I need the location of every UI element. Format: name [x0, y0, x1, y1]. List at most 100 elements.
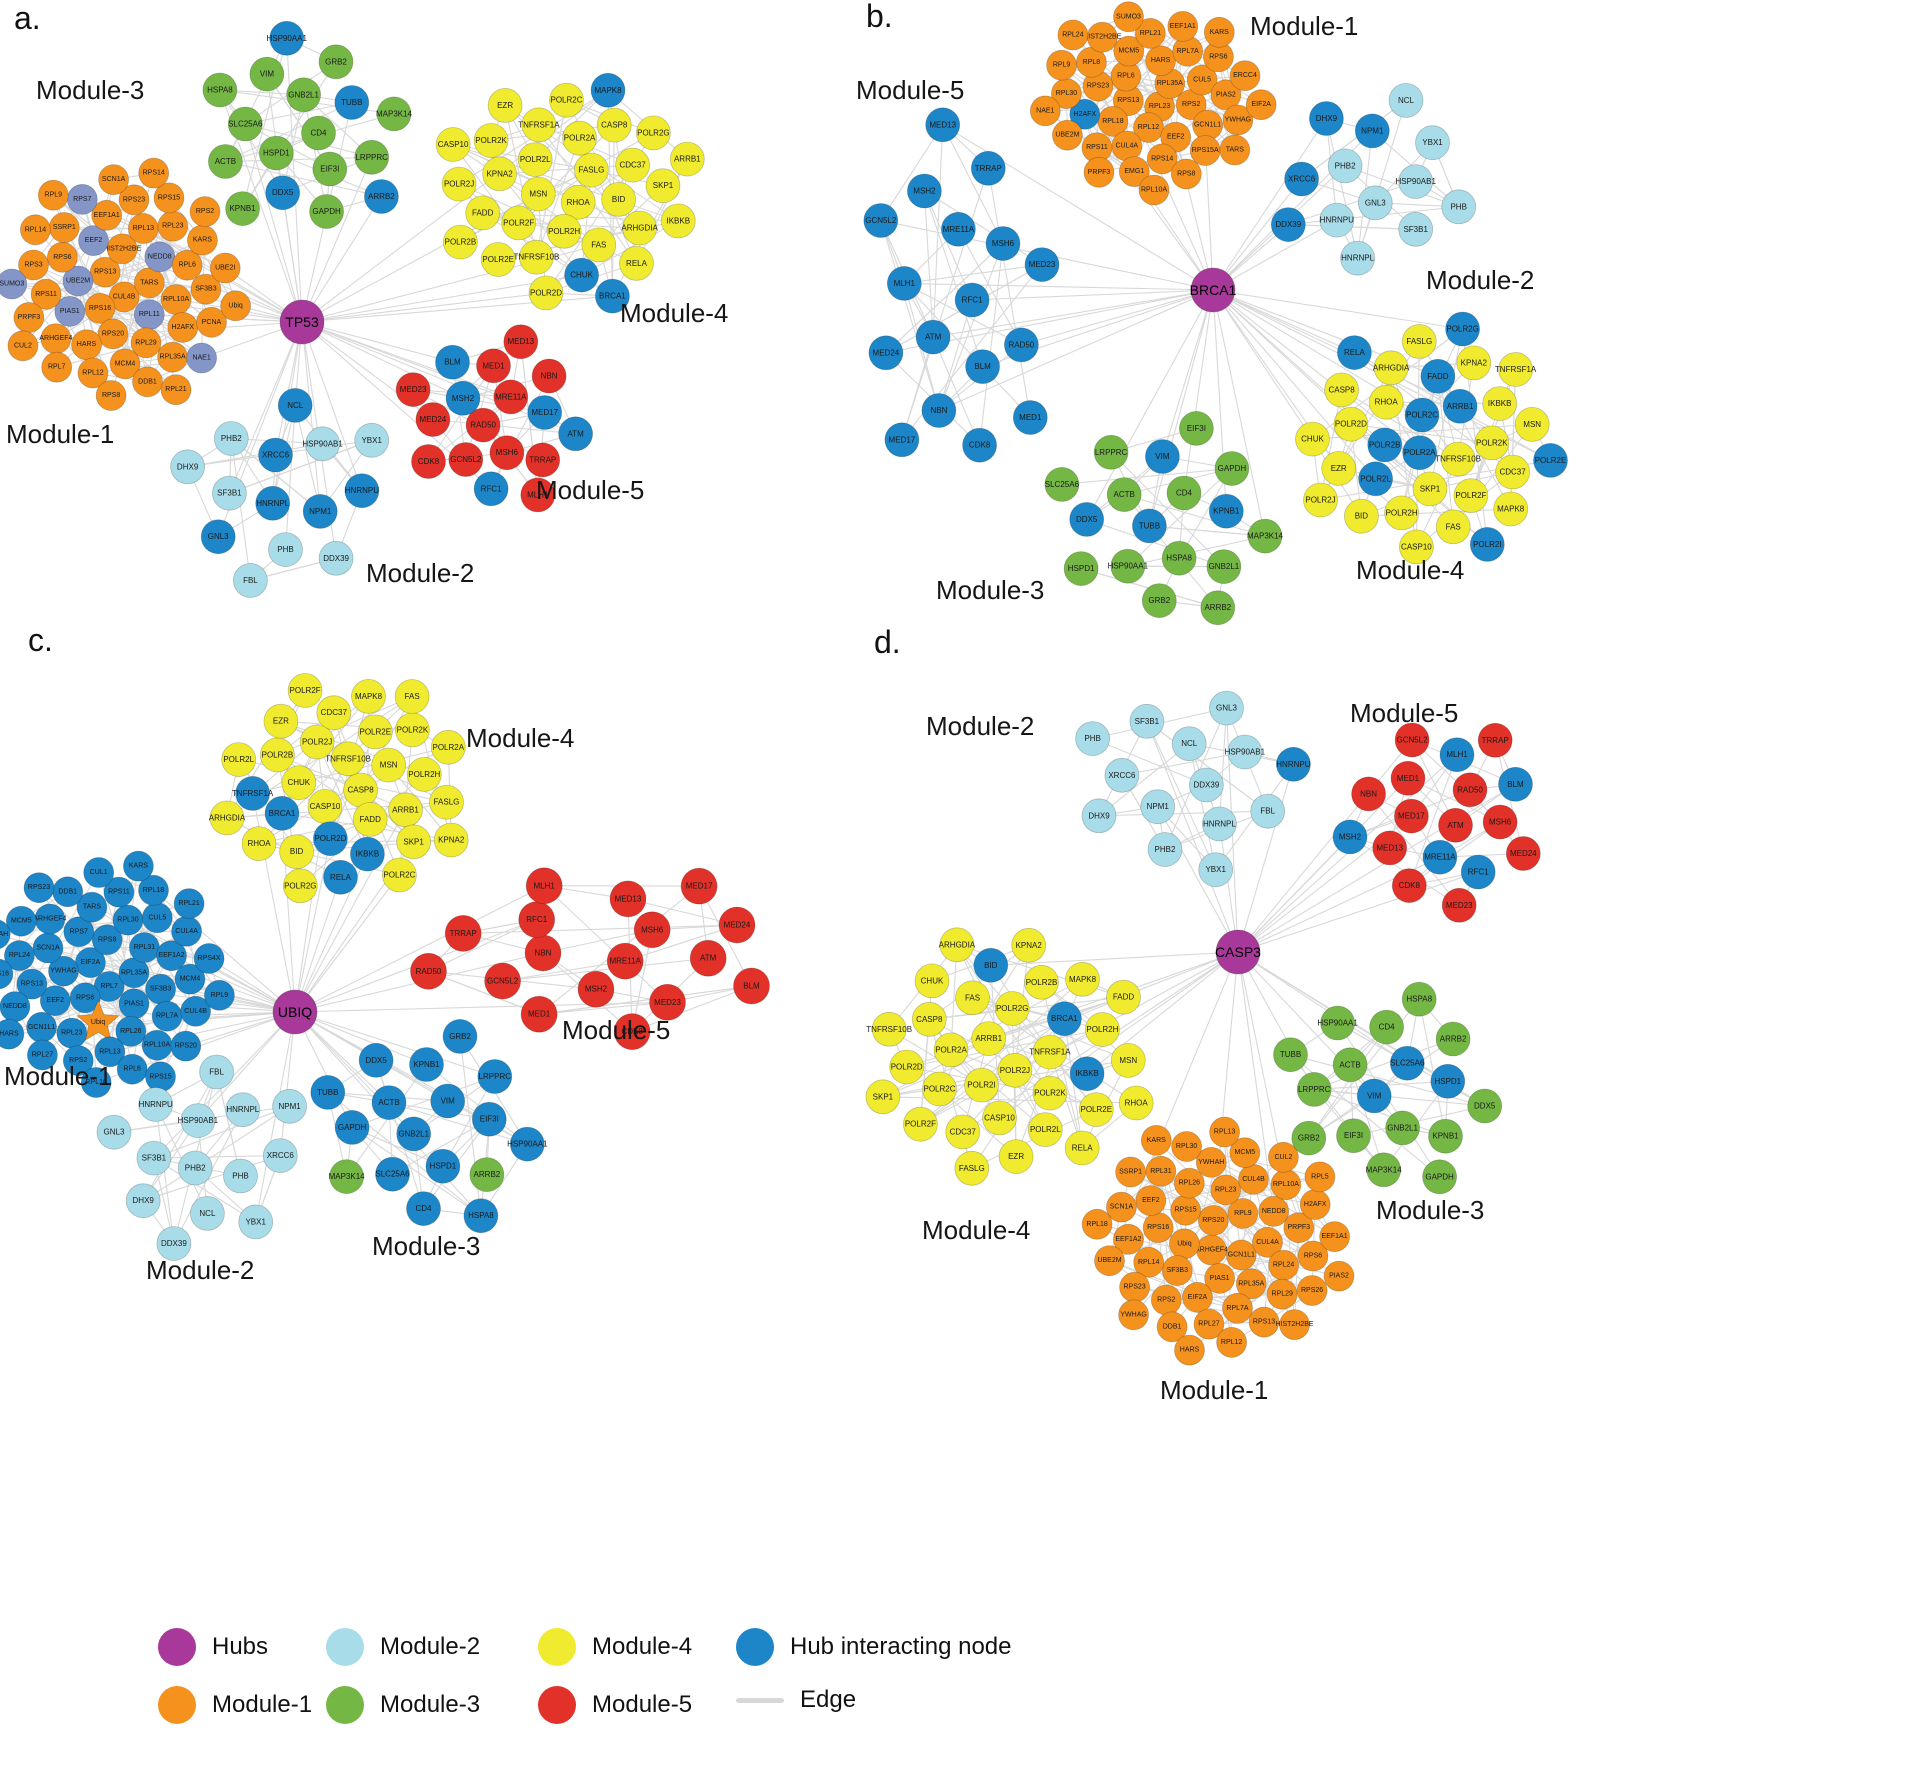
- node-HSP90AB1[interactable]: HSP90AB1: [178, 1103, 219, 1138]
- node-XRCC6[interactable]: XRCC6: [258, 437, 293, 473]
- node-HNRNPL[interactable]: HNRNPL: [1202, 806, 1237, 842]
- node-SF3B1[interactable]: SF3B1: [211, 475, 247, 511]
- node-MSN[interactable]: MSN: [520, 176, 556, 212]
- node-POLR2J[interactable]: POLR2J: [997, 1052, 1033, 1088]
- node-KARS[interactable]: KARS: [122, 850, 154, 882]
- node-DDX39[interactable]: DDX39: [156, 1226, 192, 1261]
- node-HSPD1[interactable]: HSPD1: [258, 135, 294, 171]
- node-FAS[interactable]: FAS: [394, 679, 430, 714]
- node-BID[interactable]: BID: [973, 947, 1009, 983]
- node-RHOA[interactable]: RHOA: [560, 184, 596, 220]
- node-RPL10[interactable]: RPL10: [80, 1067, 112, 1098]
- node-MRE11A[interactable]: MRE11A: [493, 379, 529, 415]
- node-EEF1A1[interactable]: EEF1A1: [1167, 10, 1199, 42]
- node-MED1[interactable]: MED1: [476, 348, 511, 384]
- node-IKBKB[interactable]: IKBKB: [1482, 386, 1518, 422]
- node-IKBKB[interactable]: IKBKB: [660, 203, 696, 239]
- node-POLR2I[interactable]: POLR2I: [964, 1067, 999, 1103]
- node-GNB2L1[interactable]: GNB2L1: [286, 77, 322, 113]
- node-RPL12[interactable]: RPL12: [1216, 1327, 1247, 1358]
- node-RELA[interactable]: RELA: [619, 245, 654, 281]
- node-HNRNPL[interactable]: HNRNPL: [255, 485, 291, 521]
- node-RELA[interactable]: RELA: [1337, 335, 1372, 371]
- node-POLR2I[interactable]: POLR2I: [1469, 527, 1505, 562]
- node-DDX5[interactable]: DDX5: [265, 175, 301, 211]
- node-RPL7[interactable]: RPL7: [41, 351, 73, 383]
- node-CDK8[interactable]: CDK8: [411, 444, 446, 479]
- node-RPS20[interactable]: RPS20: [97, 318, 129, 350]
- node-NBN[interactable]: NBN: [531, 358, 567, 394]
- node-XRCC6[interactable]: XRCC6: [1284, 161, 1319, 197]
- node-SF3B3[interactable]: SF3B3: [1161, 1255, 1193, 1286]
- node-HIST2H2BE[interactable]: HIST2H2BE: [1275, 1309, 1314, 1340]
- node-ARRB1[interactable]: ARRB1: [971, 1021, 1007, 1056]
- node-TNFRSF1A[interactable]: TNFRSF1A: [1495, 352, 1537, 387]
- node-ATM[interactable]: ATM: [558, 416, 593, 452]
- node-HSP90AB1[interactable]: HSP90AB1: [1395, 164, 1436, 200]
- node-RPS8[interactable]: RPS8: [95, 380, 127, 411]
- node-RPL10A[interactable]: RPL10A: [160, 284, 192, 316]
- node-GRB2[interactable]: GRB2: [1291, 1120, 1327, 1156]
- node-VIM[interactable]: VIM: [249, 56, 285, 92]
- node-POLR2K[interactable]: POLR2K: [1474, 425, 1510, 461]
- node-EIF3I[interactable]: EIF3I: [1179, 410, 1214, 446]
- node-EIF3I[interactable]: EIF3I: [1336, 1118, 1371, 1154]
- node-CUL4A[interactable]: CUL4A: [1252, 1226, 1283, 1258]
- node-TRRAP[interactable]: TRRAP: [444, 915, 482, 952]
- node-TNFRSF1A[interactable]: TNFRSF1A: [1029, 1034, 1071, 1070]
- node-RPS20[interactable]: RPS20: [170, 1030, 202, 1062]
- node-MSH6[interactable]: MSH6: [985, 226, 1021, 261]
- node-TUBB[interactable]: TUBB: [1132, 508, 1167, 544]
- node-PIAS2[interactable]: PIAS2: [1210, 79, 1242, 111]
- node-HSPD1[interactable]: HSPD1: [425, 1148, 461, 1184]
- node-IKBKB[interactable]: IKBKB: [1069, 1056, 1105, 1092]
- node-CD4[interactable]: CD4: [406, 1191, 441, 1226]
- node-RFC1[interactable]: RFC1: [1460, 854, 1496, 890]
- node-HIST2H2BE[interactable]: HIST2H2BE: [103, 233, 142, 265]
- node-HNRNPL[interactable]: HNRNPL: [225, 1092, 261, 1128]
- node-EZR[interactable]: EZR: [998, 1139, 1034, 1174]
- node-RPS16[interactable]: RPS16: [0, 958, 14, 990]
- node-RPL11[interactable]: RPL11: [133, 299, 165, 331]
- node-NPM1[interactable]: NPM1: [272, 1088, 308, 1124]
- node-NCL[interactable]: NCL: [1171, 726, 1207, 762]
- node-MSH2[interactable]: MSH2: [907, 173, 942, 209]
- node-BID[interactable]: BID: [1344, 498, 1379, 534]
- node-RPL7A[interactable]: RPL7A: [151, 1000, 183, 1032]
- node-POLR2D[interactable]: POLR2D: [312, 821, 348, 857]
- node-MED17[interactable]: MED17: [527, 395, 563, 430]
- node-POLR2G[interactable]: POLR2G: [282, 868, 318, 904]
- node-SSRP1[interactable]: SSRP1: [1115, 1156, 1146, 1188]
- node-NCL[interactable]: NCL: [189, 1196, 225, 1231]
- node-POLR2L[interactable]: POLR2L: [221, 742, 257, 777]
- node-MED13[interactable]: MED13: [1372, 830, 1408, 866]
- node-FASLG[interactable]: FASLG: [1401, 323, 1437, 359]
- node-RPL21[interactable]: RPL21: [173, 888, 205, 919]
- node-GNB2L1[interactable]: GNB2L1: [1385, 1110, 1420, 1146]
- node-BLM[interactable]: BLM: [1498, 766, 1533, 802]
- node-ARHGDIA[interactable]: ARHGDIA: [209, 800, 246, 836]
- node-SSRP1[interactable]: SSRP1: [48, 212, 80, 243]
- node-HARS[interactable]: HARS: [1145, 45, 1176, 77]
- node-YBX1[interactable]: YBX1: [238, 1204, 274, 1240]
- node-RPS6[interactable]: RPS6: [47, 241, 78, 273]
- node-ARRB2[interactable]: ARRB2: [469, 1157, 505, 1192]
- node-NBN[interactable]: NBN: [921, 393, 957, 428]
- node-CUL4A[interactable]: CUL4A: [171, 915, 203, 947]
- node-ARHGDIA[interactable]: ARHGDIA: [1373, 350, 1410, 386]
- node-FADD[interactable]: FADD: [1106, 979, 1141, 1015]
- node-RPL21[interactable]: RPL21: [160, 374, 192, 406]
- node-ACTB[interactable]: ACTB: [207, 144, 243, 179]
- node-PHB2[interactable]: PHB2: [1327, 148, 1363, 184]
- node-MED24[interactable]: MED24: [415, 402, 451, 437]
- node-MED24[interactable]: MED24: [868, 335, 904, 371]
- node-YBX1[interactable]: YBX1: [354, 422, 390, 458]
- node-RPL7A[interactable]: RPL7A: [1222, 1292, 1253, 1324]
- node-GRB2[interactable]: GRB2: [442, 1019, 478, 1054]
- node-EIF3I[interactable]: EIF3I: [312, 151, 348, 187]
- node-EMG1[interactable]: EMG1: [1118, 156, 1150, 188]
- node-GRB2[interactable]: GRB2: [1141, 583, 1177, 618]
- node-GAPDH[interactable]: GAPDH: [334, 1110, 370, 1145]
- node-CD4[interactable]: CD4: [301, 115, 336, 151]
- node-CDK8[interactable]: CDK8: [1391, 868, 1427, 903]
